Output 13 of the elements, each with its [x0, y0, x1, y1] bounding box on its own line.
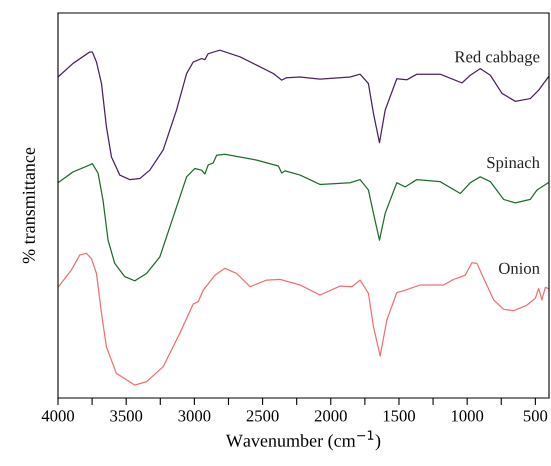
series-label: Spinach — [487, 156, 540, 172]
x-tick-label: 3000 — [178, 410, 210, 422]
series-label: Onion — [499, 262, 540, 274]
x-tick-label: 1000 — [452, 410, 484, 422]
x-tick-label: 2500 — [246, 410, 279, 422]
x-tick-label: 500 — [524, 410, 548, 422]
x-axis-title: Wavenumber (cm$^{−1}$) — [226, 430, 380, 450]
x-tick-label: 2000 — [314, 410, 347, 422]
series-label: Red cabbage — [454, 50, 540, 66]
y-axis-title: % transmittance — [22, 148, 35, 264]
x-tick-label: 1500 — [384, 410, 416, 422]
x-tick-label: 4000 — [42, 410, 74, 422]
x-tick-label: 3500 — [110, 410, 142, 422]
